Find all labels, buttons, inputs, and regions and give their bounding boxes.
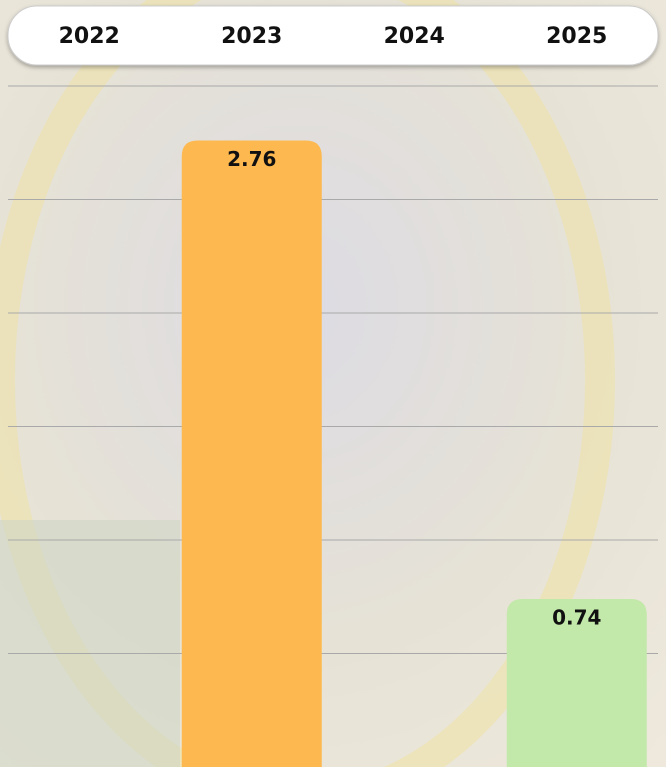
year-header <box>7 5 659 66</box>
value-label: 2.76 <box>227 147 276 171</box>
tree-decoration <box>0 520 180 767</box>
value-label: 0.74 <box>552 606 601 630</box>
bars: 2.76 0.74 <box>181 140 647 767</box>
header-labels: 2022 2023 2024 2025 <box>59 24 608 49</box>
bar <box>181 140 322 767</box>
x-tick-label: 2022 <box>59 24 120 49</box>
x-tick-label: 2024 <box>384 24 445 49</box>
x-tick-label: 2023 <box>221 24 282 49</box>
badge-decoration <box>0 0 615 767</box>
bar <box>506 599 647 767</box>
x-tick-label: 2025 <box>546 24 607 49</box>
